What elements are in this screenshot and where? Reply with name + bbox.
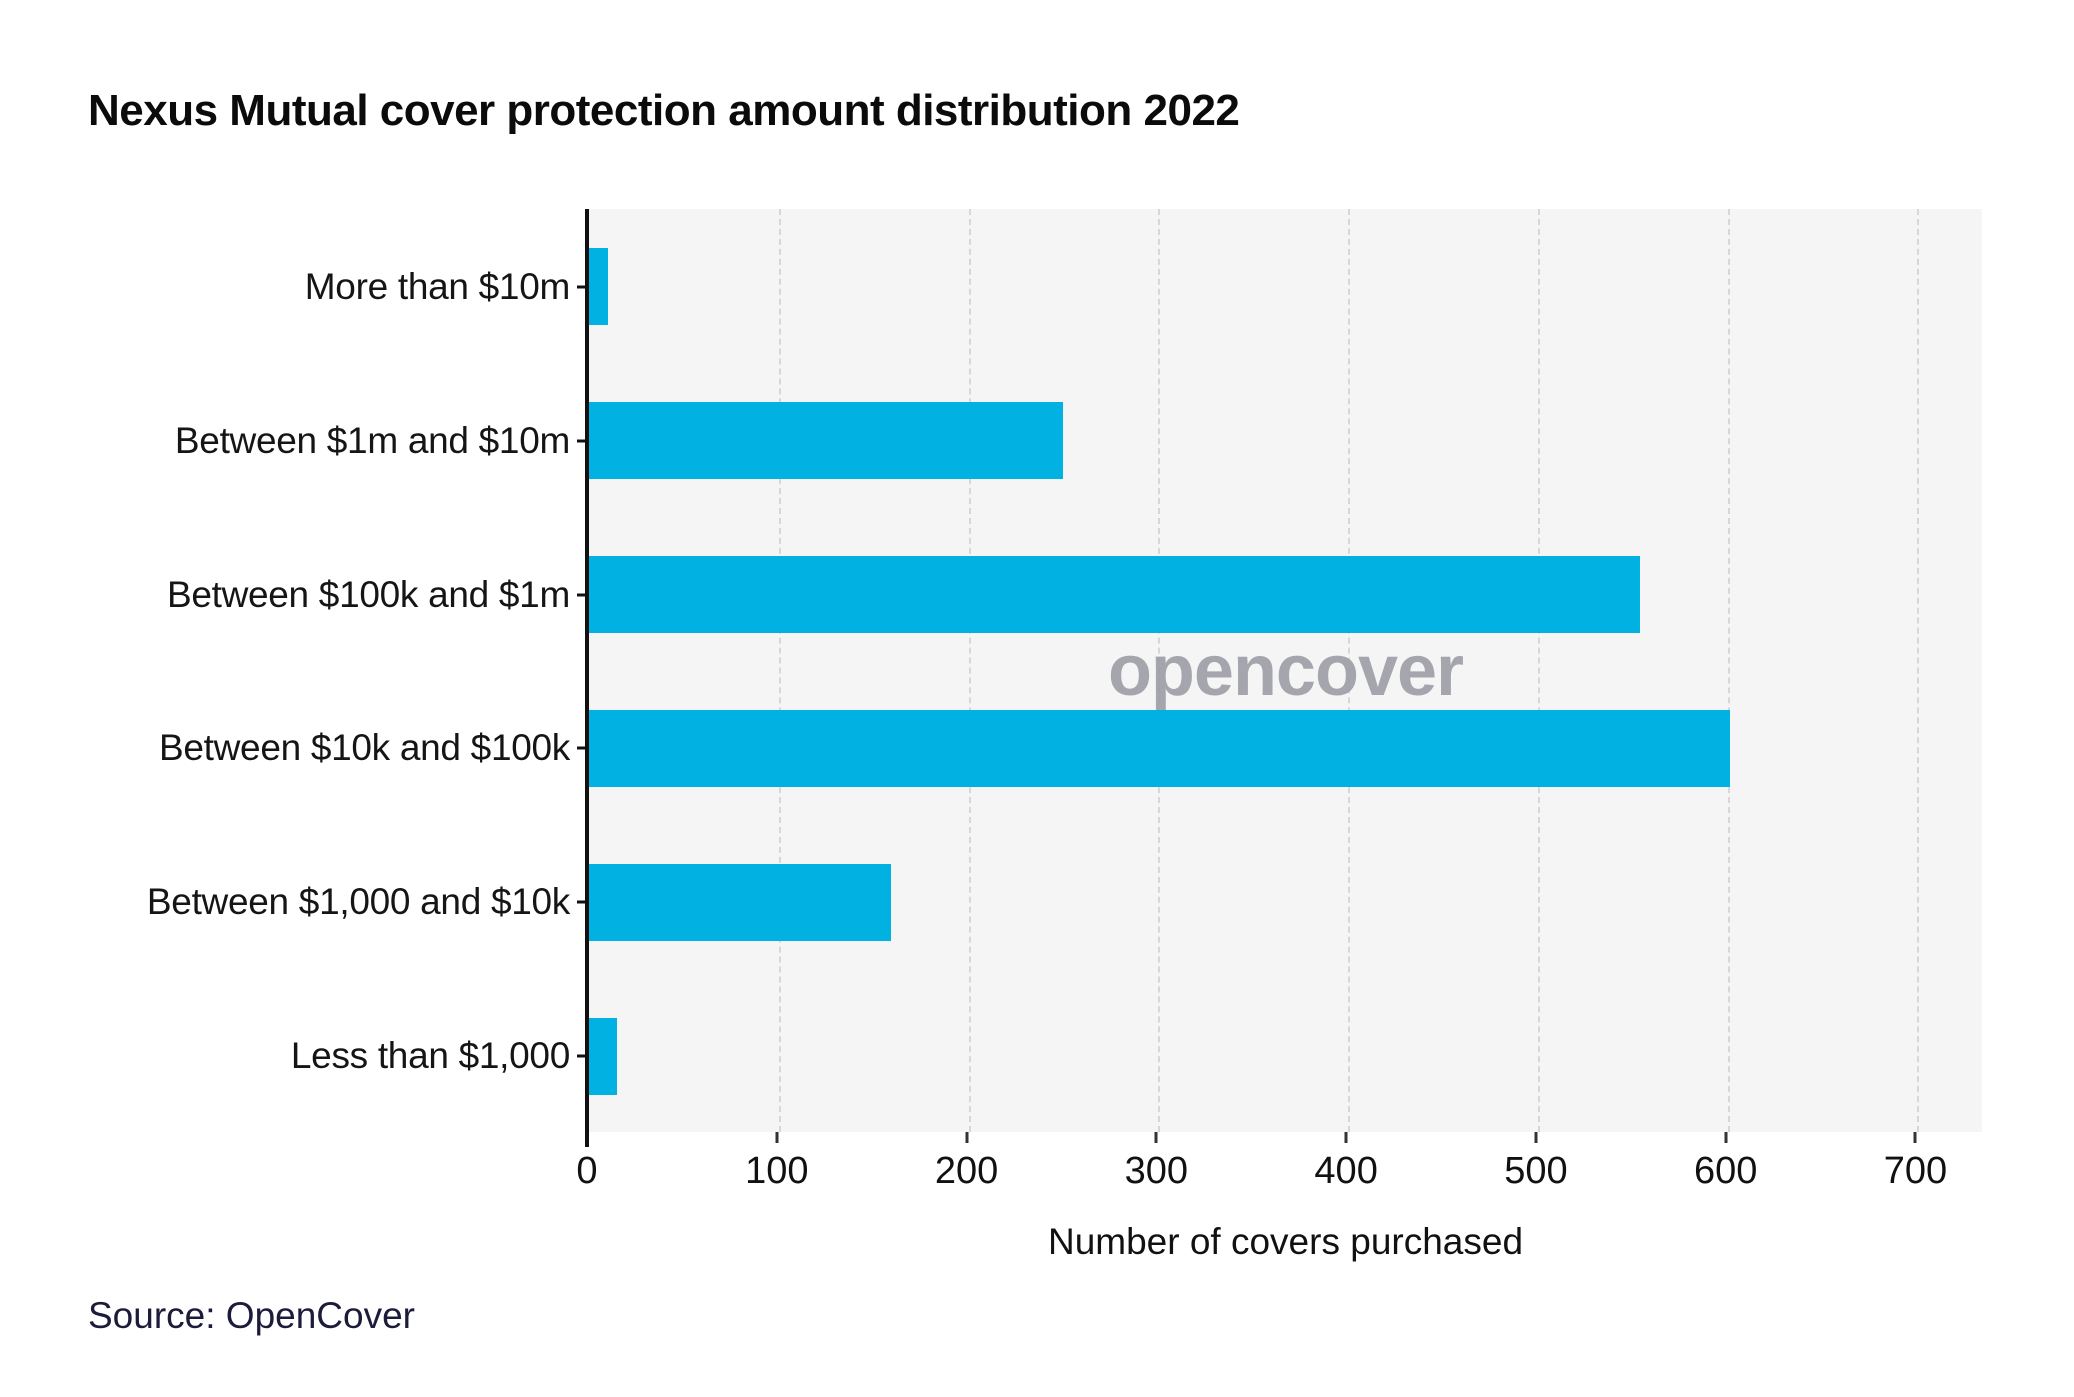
x-tick bbox=[1724, 1132, 1728, 1143]
x-tick-label: 400 bbox=[1314, 1150, 1378, 1192]
gridline-300 bbox=[1158, 209, 1161, 1132]
chart-title: Nexus Mutual cover protection amount dis… bbox=[88, 86, 1240, 135]
x-tick bbox=[1534, 1132, 1538, 1143]
x-tick-label: 100 bbox=[745, 1150, 809, 1192]
category-label: More than $10m bbox=[304, 265, 571, 307]
gridline-500 bbox=[1537, 209, 1540, 1132]
x-tick bbox=[1154, 1132, 1158, 1143]
source-label: Source: OpenCover bbox=[88, 1295, 416, 1336]
category-label: Between $1m and $10m bbox=[174, 419, 570, 461]
x-tick bbox=[775, 1132, 779, 1143]
category-label: Between $1,000 and $10k bbox=[146, 881, 570, 923]
category-tick bbox=[577, 1054, 588, 1058]
bar-4 bbox=[589, 863, 891, 941]
category-tick bbox=[577, 439, 588, 443]
gridline-200 bbox=[968, 209, 971, 1132]
category-tick bbox=[577, 746, 588, 750]
plot-area bbox=[589, 209, 1982, 1132]
bar-5 bbox=[589, 1017, 618, 1095]
category-label: Between $10k and $100k bbox=[158, 727, 570, 769]
y-axis-line bbox=[585, 209, 589, 1147]
bar-0 bbox=[589, 248, 608, 326]
x-tick bbox=[1913, 1132, 1917, 1143]
x-tick-label: 600 bbox=[1693, 1150, 1758, 1192]
x-tick-label: 0 bbox=[576, 1150, 598, 1192]
gridline-100 bbox=[778, 209, 781, 1132]
category-tick bbox=[577, 593, 588, 597]
category-label: Less than $1,000 bbox=[290, 1035, 570, 1077]
x-axis-title: Number of covers purchased bbox=[1047, 1221, 1524, 1262]
category-tick bbox=[577, 900, 588, 904]
watermark-text: opencover bbox=[1107, 630, 1464, 711]
gridline-700 bbox=[1917, 209, 1920, 1132]
category-label: Between $100k and $1m bbox=[166, 573, 570, 615]
gridline-600 bbox=[1727, 209, 1730, 1132]
x-tick-label: 300 bbox=[1124, 1150, 1189, 1192]
x-tick-label: 200 bbox=[934, 1150, 999, 1192]
x-tick-label: 500 bbox=[1504, 1150, 1568, 1192]
category-tick bbox=[577, 285, 588, 289]
gridline-400 bbox=[1348, 209, 1351, 1132]
bar-1 bbox=[589, 402, 1064, 480]
bar-3 bbox=[589, 709, 1730, 787]
x-tick bbox=[965, 1132, 969, 1143]
x-tick bbox=[1344, 1132, 1348, 1143]
bar-2 bbox=[589, 556, 1641, 634]
x-tick-label: 700 bbox=[1883, 1150, 1948, 1192]
